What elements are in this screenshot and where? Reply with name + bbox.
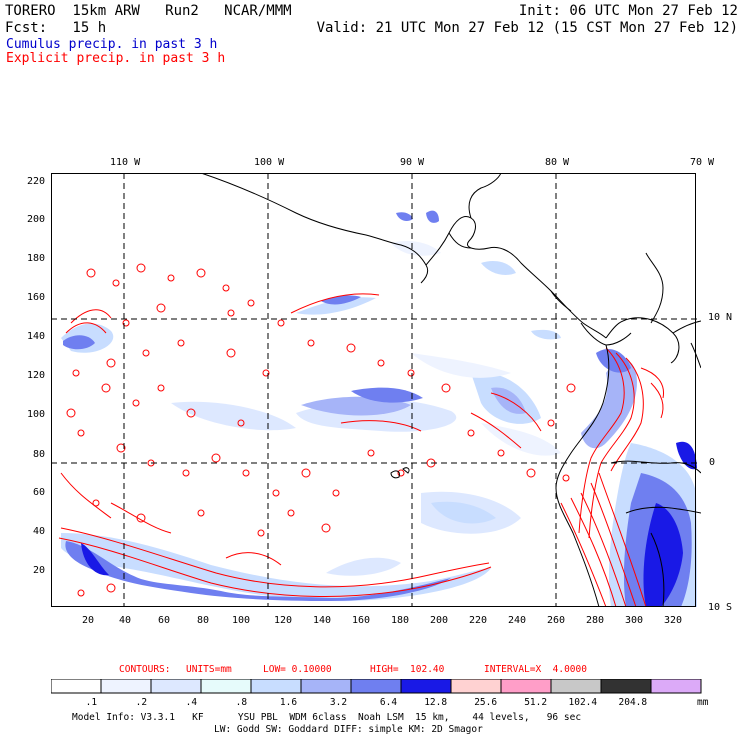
colorbar-swatch xyxy=(100,679,152,694)
colorbar-swatch xyxy=(350,679,402,694)
x-tick-40: 40 xyxy=(119,615,132,626)
x-tick-200: 200 xyxy=(430,615,449,626)
colorbar-label: .4 xyxy=(185,697,198,708)
colorbar-label: 12.8 xyxy=(424,697,448,708)
colorbar-label: 3.2 xyxy=(329,697,348,708)
contour-units: UNITS=mm xyxy=(186,664,232,675)
colorbar-swatch xyxy=(500,679,552,694)
explicit-precip-contours xyxy=(58,263,665,607)
lat-label-0: 0 xyxy=(709,457,716,468)
contour-label: CONTOURS: xyxy=(119,664,171,675)
x-tick-300: 300 xyxy=(625,615,644,626)
y-tick-200: 200 xyxy=(27,214,46,225)
y-tick-140: 140 xyxy=(27,331,46,342)
colorbar-label: 25.6 xyxy=(474,697,498,708)
x-tick-320: 320 xyxy=(664,615,683,626)
colorbar-label: 204.8 xyxy=(618,697,648,708)
colorbar-label: .8 xyxy=(235,697,248,708)
lon-label-70w: 70 W xyxy=(690,157,715,168)
x-tick-80: 80 xyxy=(197,615,210,626)
lon-label-100w: 100 W xyxy=(254,157,285,168)
model-info-line2: LW: Godd SW: Goddard DIFF: simple KM: 2D… xyxy=(214,724,483,735)
x-tick-180: 180 xyxy=(391,615,410,626)
forecast-hour: Fcst: 15 h xyxy=(5,20,107,36)
x-tick-280: 280 xyxy=(586,615,605,626)
y-tick-100: 100 xyxy=(27,409,46,420)
colorbar-swatch xyxy=(600,679,652,694)
x-tick-260: 260 xyxy=(547,615,566,626)
legend-cumulus: Cumulus precip. in past 3 h xyxy=(6,37,218,52)
contour-low: LOW= 0.10000 xyxy=(263,664,332,675)
lat-label-10s: 10 S xyxy=(708,602,733,613)
colorbar-label: 51.2 xyxy=(524,697,548,708)
y-tick-180: 180 xyxy=(27,253,46,264)
y-tick-160: 160 xyxy=(27,292,46,303)
y-tick-120: 120 xyxy=(27,370,46,381)
y-tick-20: 20 xyxy=(33,565,46,576)
x-tick-20: 20 xyxy=(82,615,95,626)
colorbar-label: 6.4 xyxy=(379,697,398,708)
colorbar-label: 1.6 xyxy=(279,697,298,708)
legend-explicit: Explicit precip. in past 3 h xyxy=(6,51,226,66)
x-tick-160: 160 xyxy=(352,615,371,626)
colorbar xyxy=(51,679,702,694)
valid-time: Valid: 21 UTC Mon 27 Feb 12 (15 CST Mon … xyxy=(316,20,738,36)
x-tick-100: 100 xyxy=(232,615,251,626)
map-frame xyxy=(51,173,696,607)
colorbar-label: .1 xyxy=(85,697,98,708)
colorbar-swatch xyxy=(400,679,452,694)
graticule xyxy=(51,173,701,607)
lat-label-10n: 10 N xyxy=(708,312,733,323)
x-tick-60: 60 xyxy=(158,615,171,626)
colorbar-swatch xyxy=(51,679,102,694)
colorbar-label: .2 xyxy=(135,697,148,708)
colorbar-unit: mm xyxy=(697,697,709,708)
colorbar-swatch xyxy=(300,679,352,694)
lon-label-90w: 90 W xyxy=(400,157,425,168)
colorbar-swatch xyxy=(650,679,702,694)
x-tick-220: 220 xyxy=(469,615,488,626)
x-tick-140: 140 xyxy=(313,615,332,626)
lon-label-80w: 80 W xyxy=(545,157,570,168)
lon-label-110w: 110 W xyxy=(110,157,141,168)
init-time: Init: 06 UTC Mon 27 Feb 12 xyxy=(518,3,738,19)
model-info-line1: Model Info: V3.3.1 KF YSU PBL WDM 6class… xyxy=(72,712,582,723)
y-tick-60: 60 xyxy=(33,487,46,498)
x-tick-120: 120 xyxy=(274,615,293,626)
colorbar-swatch xyxy=(150,679,202,694)
contour-interval: INTERVAL=X 4.0000 xyxy=(484,664,587,675)
colorbar-swatch xyxy=(450,679,502,694)
y-tick-220: 220 xyxy=(27,176,46,187)
colorbar-swatch xyxy=(550,679,602,694)
precip-map xyxy=(51,173,701,607)
colorbar-swatch xyxy=(250,679,302,694)
colorbar-label: 102.4 xyxy=(568,697,598,708)
x-tick-240: 240 xyxy=(508,615,527,626)
y-tick-80: 80 xyxy=(33,449,46,460)
y-tick-40: 40 xyxy=(33,526,46,537)
cumulus-precip-shading xyxy=(61,210,697,607)
title-model-run: TORERO 15km ARW Run2 NCAR/MMM xyxy=(5,3,292,19)
colorbar-swatch xyxy=(200,679,252,694)
contour-high: HIGH= 102.40 xyxy=(370,664,445,675)
